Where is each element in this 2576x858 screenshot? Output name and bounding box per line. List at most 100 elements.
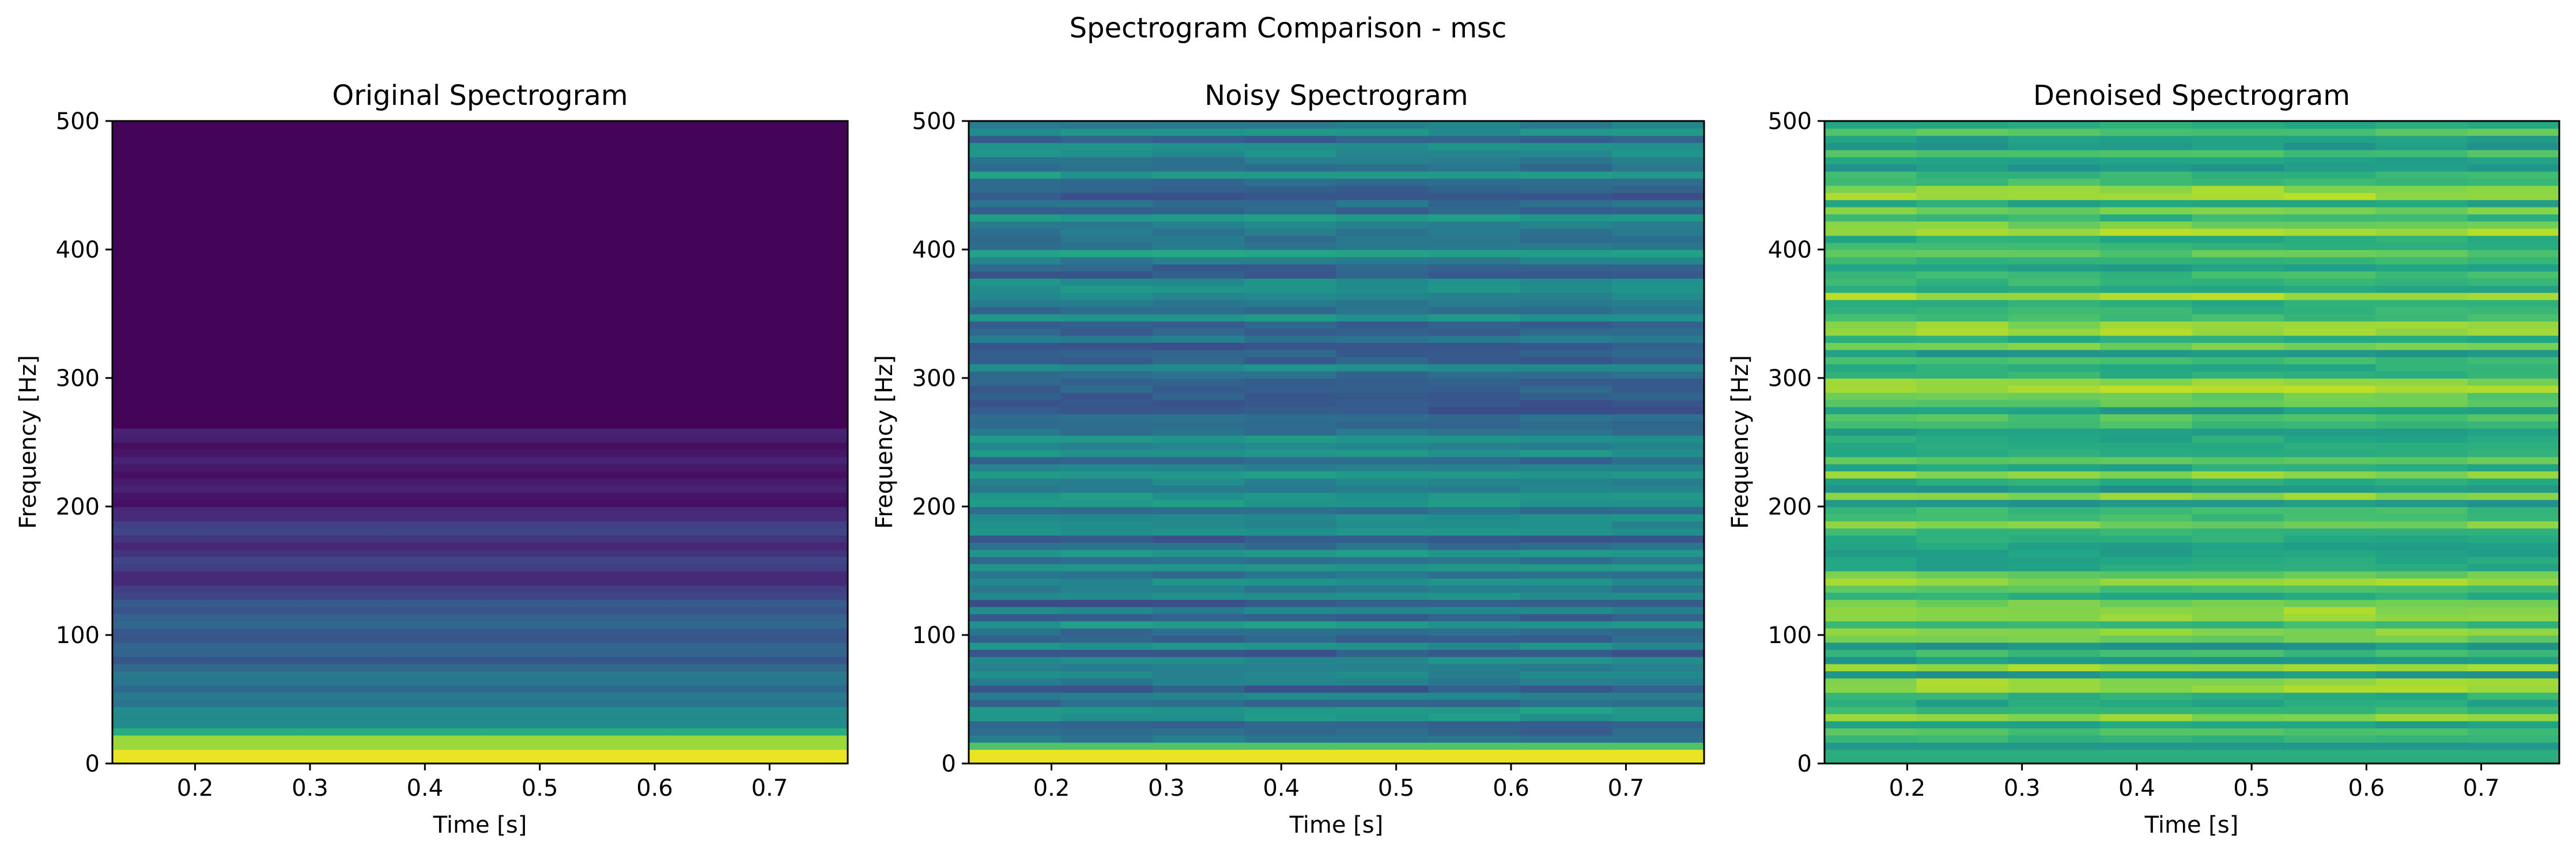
heatmap-cell [2100, 407, 2192, 414]
heatmap-cell [2100, 228, 2192, 236]
heatmap-cell [1612, 507, 1705, 514]
heatmap-cell [664, 599, 757, 607]
heatmap-cell [572, 250, 665, 257]
heatmap-cell [388, 571, 481, 579]
heatmap-cell [756, 635, 849, 642]
heatmap-cell [1612, 592, 1705, 600]
heatmap-cell [1336, 357, 1429, 364]
heatmap-cell [112, 235, 205, 243]
heatmap-cell [480, 578, 573, 585]
heatmap-cell [1429, 599, 1521, 607]
heatmap-cell [1520, 749, 1613, 757]
heatmap-cell [2375, 378, 2468, 385]
heatmap-cell [1245, 614, 1338, 621]
heatmap-cell [1336, 713, 1429, 721]
heatmap-cell [2192, 542, 2284, 550]
heatmap-cell [205, 649, 297, 657]
heatmap-cell [1916, 471, 2008, 478]
heatmap-cell [205, 721, 297, 728]
heatmap-cell [112, 492, 205, 500]
heatmap-cell [1916, 692, 2008, 700]
heatmap-cell [112, 342, 205, 350]
heatmap-cell [205, 443, 297, 450]
heatmap-cell [756, 471, 849, 478]
heatmap-cell [296, 449, 389, 457]
heatmap-cell [205, 585, 297, 592]
heatmap-cell [2192, 385, 2284, 392]
heatmap-cell [2008, 371, 2101, 379]
heatmap-cell [572, 621, 665, 628]
heatmap-cell [1825, 271, 1917, 278]
heatmap-cell [1612, 700, 1705, 707]
heatmap-cell [2008, 664, 2101, 671]
heatmap-cell [2192, 578, 2284, 585]
heatmap-cell [1429, 449, 1521, 457]
heatmap-cell [756, 371, 849, 379]
heatmap-cell [1153, 628, 1245, 636]
heatmap-cell [756, 135, 849, 143]
y-tick-label: 0 [942, 751, 956, 777]
heatmap-cell [1825, 150, 1917, 157]
heatmap-cell [2468, 150, 2560, 157]
heatmap-cell [480, 228, 573, 236]
heatmap-cell [1245, 700, 1338, 707]
heatmap-cell [1336, 685, 1429, 693]
heatmap-cell [664, 500, 757, 507]
heatmap-cell [2468, 307, 2560, 314]
heatmap-cell [205, 128, 297, 135]
heatmap-cell [480, 371, 573, 379]
heatmap-cell [2284, 471, 2376, 478]
heatmap-cell [112, 321, 205, 328]
heatmap-cell [1336, 199, 1429, 207]
heatmap-cell [1153, 192, 1245, 200]
heatmap-cell [1520, 706, 1613, 714]
heatmap-cell [296, 664, 389, 671]
heatmap-cell [2284, 157, 2376, 164]
heatmap-cell [2008, 192, 2101, 200]
heatmap-cell [1153, 542, 1245, 550]
heatmap-cell [205, 364, 297, 371]
heatmap-cell [388, 321, 481, 328]
x-tick-label: 0.4 [406, 775, 443, 802]
heatmap-cell [1612, 742, 1705, 750]
heatmap-cell [2100, 300, 2192, 307]
heatmap-cell [2192, 399, 2284, 407]
x-tick-label: 0.5 [2233, 775, 2270, 802]
heatmap-cell [480, 178, 573, 186]
heatmap-cell [2100, 321, 2192, 328]
heatmap-cell [2100, 307, 2192, 314]
heatmap-cell [1612, 557, 1705, 564]
heatmap-cell [2192, 321, 2284, 328]
heatmap-cell [2100, 243, 2192, 250]
heatmap-cell [388, 300, 481, 307]
heatmap-cell [2100, 207, 2192, 214]
heatmap-cell [1336, 349, 1429, 357]
heatmap-cell [1336, 300, 1429, 307]
heatmap-cell [1153, 713, 1245, 721]
heatmap-cell [664, 157, 757, 164]
heatmap-cell [756, 728, 849, 735]
heatmap-cell [1916, 500, 2008, 507]
heatmap-cell [664, 392, 757, 400]
heatmap-cell [480, 186, 573, 193]
heatmap-cell [969, 507, 1062, 514]
heatmap-cell [2192, 364, 2284, 371]
heatmap-cell [664, 199, 757, 207]
heatmap-cell [664, 456, 757, 464]
heatmap-cell [1520, 492, 1613, 500]
heatmap-cell [664, 571, 757, 579]
heatmap-cell [756, 300, 849, 307]
heatmap-cell [2468, 735, 2560, 742]
heatmap-cell [388, 592, 481, 600]
heatmap-cell [1061, 749, 1154, 757]
heatmap-cell [1825, 364, 1917, 371]
heatmap-cell [2468, 300, 2560, 307]
heatmap-cell [1061, 264, 1154, 271]
heatmap-cell [1520, 207, 1613, 214]
heatmap-cell [664, 678, 757, 685]
heatmap-cell [969, 378, 1062, 385]
heatmap-cell [1429, 357, 1521, 364]
heatmap-cell [1825, 735, 1917, 742]
y-tick-label: 400 [1768, 237, 1812, 263]
heatmap-cell [2100, 214, 2192, 221]
